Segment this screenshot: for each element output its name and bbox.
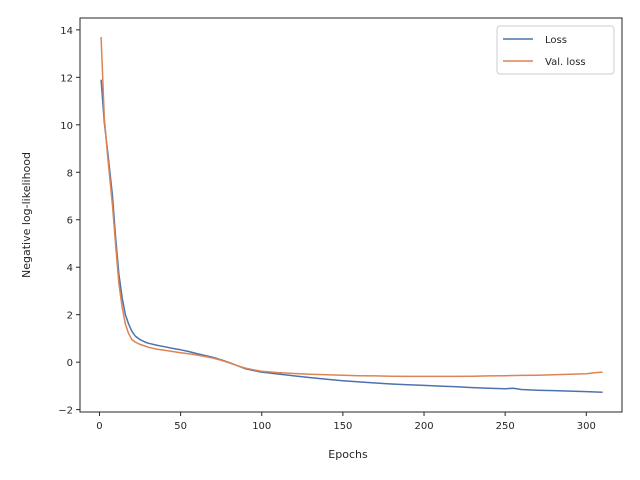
y-axis-ticks: −2 0 2 4 6 8 10 12 14	[58, 26, 80, 417]
x-tick-label: 200	[414, 421, 433, 432]
x-tick-label: 50	[174, 421, 187, 432]
x-axis-label: Epochs	[328, 448, 368, 461]
y-tick-label: 0	[67, 358, 73, 369]
legend: Loss Val. loss	[496, 25, 615, 75]
legend-label-val-loss: Val. loss	[545, 57, 586, 68]
y-tick-label: 6	[67, 216, 73, 227]
y-tick-label: 4	[67, 263, 73, 274]
y-tick-label: 12	[60, 73, 73, 84]
x-tick-label: 250	[496, 421, 515, 432]
series-line-val-loss	[100, 36, 603, 378]
y-axis-label: Negative log-likelihood	[20, 152, 33, 278]
y-tick-label: 10	[60, 121, 73, 132]
series-layer	[100, 36, 603, 394]
x-tick-label: 300	[577, 421, 596, 432]
legend-label-loss: Loss	[545, 35, 567, 46]
y-tick-label: 8	[67, 168, 73, 179]
series-line-loss	[100, 79, 603, 394]
y-tick-label: −2	[58, 406, 73, 417]
x-axis-ticks: 0 50 100 150 200 250 300	[96, 412, 596, 432]
x-tick-label: 150	[333, 421, 352, 432]
y-tick-label: 2	[67, 311, 73, 322]
x-tick-label: 0	[96, 421, 102, 432]
y-tick-label: 14	[60, 26, 73, 37]
plot-frame	[79, 17, 623, 413]
x-tick-label: 100	[252, 421, 271, 432]
plot-area: 0 50 100 150 200 250 300 −2 0 2 4 6 8 10 12 14	[58, 17, 623, 432]
legend-box	[496, 25, 615, 75]
